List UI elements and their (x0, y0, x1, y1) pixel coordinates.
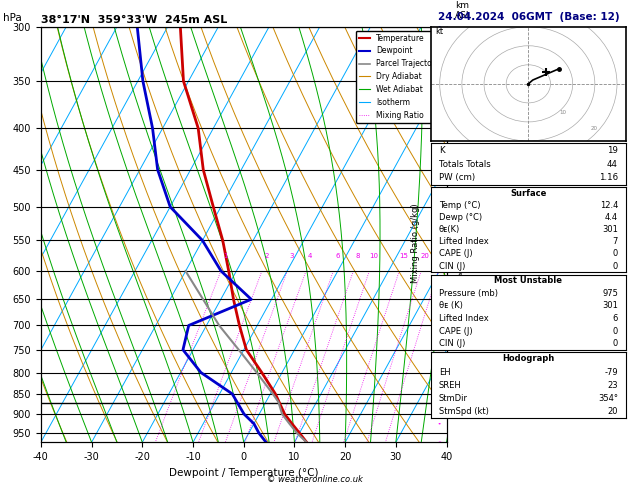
Text: 6: 6 (613, 314, 618, 323)
Y-axis label: km
ASL: km ASL (470, 235, 487, 254)
Text: θᴇ(K): θᴇ(K) (438, 225, 460, 234)
Text: Hodograph: Hodograph (502, 354, 555, 364)
Text: 12.4: 12.4 (599, 201, 618, 210)
Text: CAPE (J): CAPE (J) (438, 327, 472, 336)
Text: 0: 0 (613, 339, 618, 348)
Text: 0: 0 (613, 327, 618, 336)
Text: 7: 7 (613, 237, 618, 246)
Text: 44: 44 (607, 159, 618, 169)
Text: 20: 20 (591, 125, 598, 131)
Text: Temp (°C): Temp (°C) (438, 201, 480, 210)
Text: 25: 25 (438, 253, 447, 259)
Text: 10: 10 (369, 253, 378, 259)
Text: 975: 975 (602, 289, 618, 298)
Text: 1.16: 1.16 (599, 174, 618, 182)
Y-axis label: hPa: hPa (3, 13, 22, 22)
Text: LCL: LCL (455, 399, 470, 407)
Text: 4.4: 4.4 (605, 213, 618, 222)
Text: Totals Totals: Totals Totals (438, 159, 491, 169)
Text: 8: 8 (355, 253, 360, 259)
Text: 38°17'N  359°33'W  245m ASL: 38°17'N 359°33'W 245m ASL (41, 15, 227, 25)
Text: 4: 4 (308, 253, 313, 259)
Text: K: K (438, 146, 444, 155)
Text: 0: 0 (613, 261, 618, 271)
Text: 301: 301 (602, 301, 618, 311)
Text: 354°: 354° (598, 394, 618, 403)
Text: Surface: Surface (510, 189, 547, 198)
Legend: Temperature, Dewpoint, Parcel Trajectory, Dry Adiabat, Wet Adiabat, Isotherm, Mi: Temperature, Dewpoint, Parcel Trajectory… (355, 31, 443, 122)
Text: km
ASL: km ASL (455, 1, 472, 20)
Text: CIN (J): CIN (J) (438, 261, 465, 271)
Text: © weatheronline.co.uk: © weatheronline.co.uk (267, 474, 362, 484)
Text: Most Unstable: Most Unstable (494, 277, 562, 285)
Text: CAPE (J): CAPE (J) (438, 249, 472, 259)
Text: -79: -79 (604, 367, 618, 377)
Text: PW (cm): PW (cm) (438, 174, 475, 182)
Text: Lifted Index: Lifted Index (438, 314, 488, 323)
Text: 15: 15 (399, 253, 408, 259)
Text: 3: 3 (289, 253, 294, 259)
Text: 20: 20 (421, 253, 430, 259)
Text: 19: 19 (607, 146, 618, 155)
Text: 2: 2 (264, 253, 269, 259)
Text: 0: 0 (613, 249, 618, 259)
Text: CIN (J): CIN (J) (438, 339, 465, 348)
Text: 20: 20 (608, 407, 618, 416)
Text: 301: 301 (602, 225, 618, 234)
Text: 6: 6 (335, 253, 340, 259)
Text: 1: 1 (223, 253, 228, 259)
Text: StmDir: StmDir (438, 394, 468, 403)
X-axis label: Dewpoint / Temperature (°C): Dewpoint / Temperature (°C) (169, 468, 318, 478)
Text: 10: 10 (559, 110, 566, 115)
Text: 24.04.2024  06GMT  (Base: 12): 24.04.2024 06GMT (Base: 12) (438, 12, 619, 22)
Text: Lifted Index: Lifted Index (438, 237, 488, 246)
Text: Dewp (°C): Dewp (°C) (438, 213, 482, 222)
Text: Pressure (mb): Pressure (mb) (438, 289, 498, 298)
Text: 23: 23 (608, 381, 618, 390)
Text: SREH: SREH (438, 381, 462, 390)
Text: kt: kt (435, 27, 443, 36)
Text: EH: EH (438, 367, 450, 377)
Text: Mixing Ratio (g/kg): Mixing Ratio (g/kg) (411, 203, 420, 283)
Text: StmSpd (kt): StmSpd (kt) (438, 407, 489, 416)
Text: θᴇ (K): θᴇ (K) (438, 301, 462, 311)
